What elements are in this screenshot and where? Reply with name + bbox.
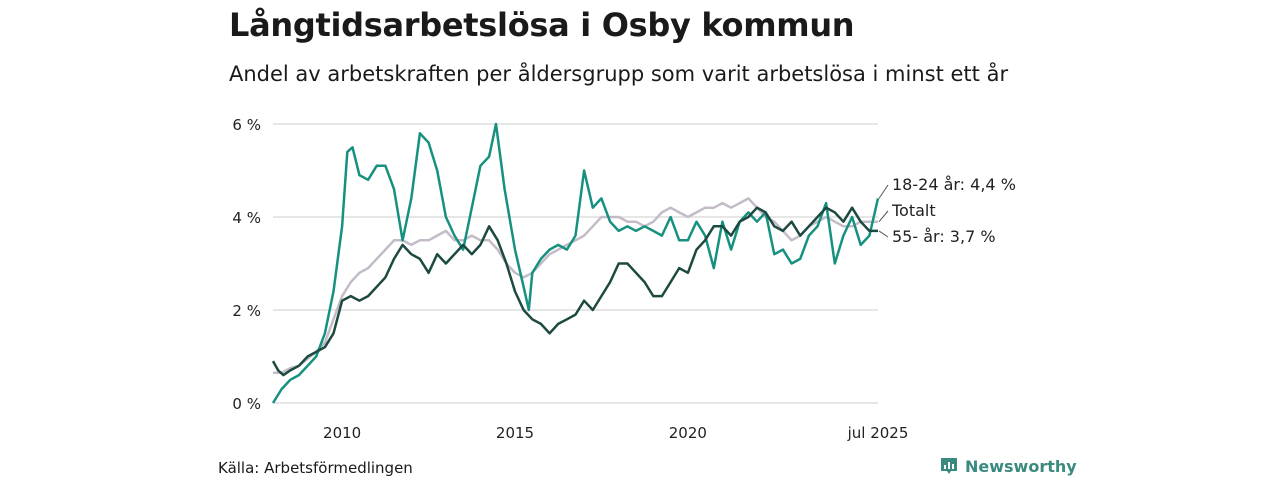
source-note: Källa: Arbetsförmedlingen xyxy=(218,459,413,477)
series-line-totalt xyxy=(273,197,878,375)
y-tick-label: 0 % xyxy=(232,395,261,413)
brand-logo[interactable]: Newsworthy xyxy=(939,456,1077,476)
bar-chart-icon xyxy=(941,458,957,474)
end-label-18-24: 18-24 år: 4,4 % xyxy=(892,175,1016,194)
end-label-connector xyxy=(878,184,889,199)
end-label-totalt: Totalt xyxy=(891,201,936,220)
end-label-connector xyxy=(878,230,889,238)
series-line-18-24 xyxy=(271,122,880,404)
chart-title: Långtidsarbetslösa i Osby kommun xyxy=(229,6,855,44)
y-tick-label: 4 % xyxy=(232,209,261,227)
end-label-55: 55- år: 3,7 % xyxy=(892,227,996,246)
end-label-connector xyxy=(878,210,889,222)
y-tick-label: 6 % xyxy=(232,116,261,134)
x-tick-label: 2020 xyxy=(669,424,707,442)
x-tick-label: jul 2025 xyxy=(847,424,909,442)
y-tick-label: 2 % xyxy=(232,302,261,320)
chart-subtitle: Andel av arbetskraften per åldersgrupp s… xyxy=(229,62,1009,86)
series-line-55 xyxy=(271,206,878,377)
brand-name: Newsworthy xyxy=(965,456,1077,476)
x-tick-label: 2015 xyxy=(496,424,534,442)
x-tick-label: 2010 xyxy=(323,424,361,442)
